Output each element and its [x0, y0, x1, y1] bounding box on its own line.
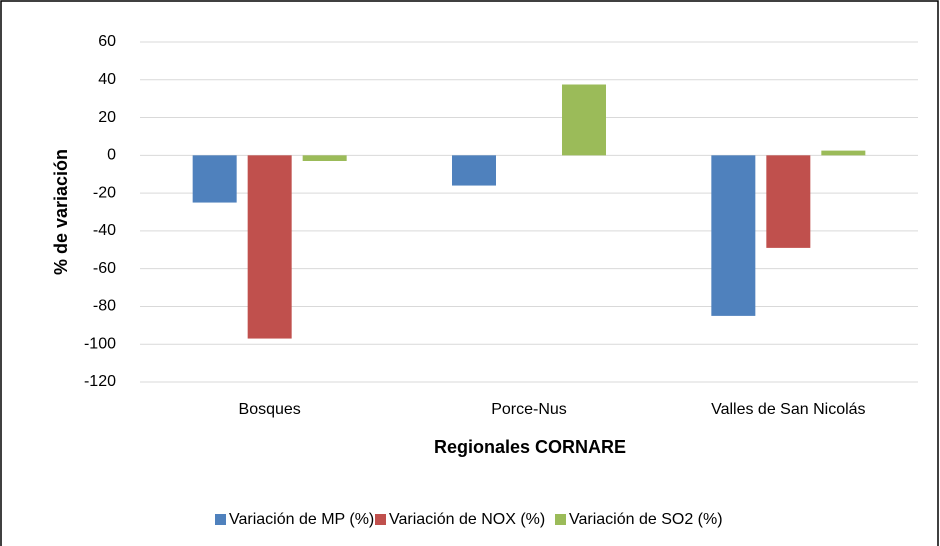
x-axis-title: Regionales CORNARE: [434, 437, 626, 457]
y-tick-label: -120: [84, 373, 116, 390]
x-tick-label: Valles de San Nicolás: [711, 401, 865, 418]
bar: [711, 155, 756, 316]
bar: [302, 155, 347, 161]
y-tick-label: -40: [93, 222, 116, 239]
legend-swatch: [555, 514, 566, 525]
bar: [192, 155, 237, 203]
bar: [562, 84, 606, 156]
y-tick-label: 60: [98, 33, 116, 50]
legend-label: Variación de SO2 (%): [569, 511, 723, 528]
y-tick-label: 20: [98, 109, 116, 126]
legend-swatch: [215, 514, 226, 525]
bar: [766, 155, 811, 248]
legend-label: Variación de MP (%): [229, 511, 374, 528]
y-tick-label: -20: [93, 184, 116, 201]
y-tick-label: 0: [107, 147, 116, 164]
y-tick-label: -100: [84, 335, 116, 352]
y-tick-label: -80: [93, 298, 116, 315]
legend-swatch: [375, 514, 386, 525]
bar: [821, 150, 866, 156]
y-tick-label: -60: [93, 260, 116, 277]
y-tick-label: 40: [98, 71, 116, 88]
x-tick-label: Porce-Nus: [491, 401, 567, 418]
bar: [247, 155, 292, 339]
x-tick-label: Bosques: [239, 401, 301, 418]
bar: [452, 155, 496, 186]
legend-label: Variación de NOX (%): [389, 511, 545, 528]
y-axis-title: % de variación: [51, 149, 71, 275]
